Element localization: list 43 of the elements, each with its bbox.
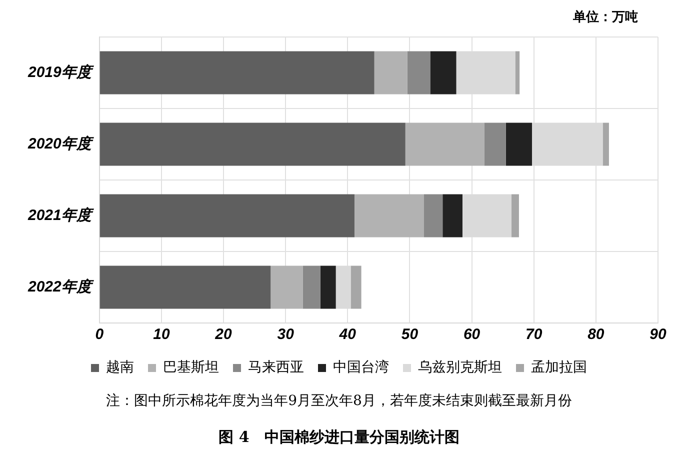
bar xyxy=(270,266,303,309)
x-tick-label: 10 xyxy=(153,326,170,344)
bar xyxy=(350,266,362,309)
bar xyxy=(602,122,609,166)
x-tick-label: 90 xyxy=(650,326,667,344)
text: 单位：万吨 xyxy=(573,9,638,26)
bar xyxy=(512,194,519,238)
legend-label: 越南 xyxy=(106,360,134,376)
y-tick-label: 2022年度 xyxy=(26,277,94,296)
legend-label: 中国台湾 xyxy=(333,360,389,376)
legend-label: 巴基斯坦 xyxy=(163,360,219,376)
x-tick-label: 70 xyxy=(526,326,543,344)
y-tick-label: 2021年度 xyxy=(26,206,94,224)
x-tick-label: 30 xyxy=(277,326,295,344)
bar xyxy=(515,51,520,94)
bar xyxy=(442,194,462,238)
text: 注：图中所示棉花年度为当年9月至次年8月，若年度未结束则截至最新月份 xyxy=(105,392,573,410)
bar xyxy=(405,122,484,166)
bar xyxy=(100,194,354,238)
x-tick-label: 20 xyxy=(214,326,233,344)
text: 图 4 中国棉纱进口量分国别统计图 xyxy=(218,428,460,447)
bar xyxy=(100,266,271,309)
bar xyxy=(100,51,374,94)
bar xyxy=(407,51,430,94)
bar xyxy=(100,122,406,166)
bar xyxy=(484,122,506,166)
bar xyxy=(424,194,443,238)
bar xyxy=(430,51,456,94)
x-tick-label: 80 xyxy=(588,326,605,344)
legend-label: 孟加拉国 xyxy=(531,360,587,376)
x-tick-label: 40 xyxy=(338,326,357,344)
x-tick-label: 60 xyxy=(463,326,481,344)
bar xyxy=(320,266,336,309)
bar xyxy=(506,122,532,166)
legend-label: 马来西亚 xyxy=(248,360,304,376)
legend-label: 乌兹别克斯坦 xyxy=(418,360,502,376)
x-tick-label: 50 xyxy=(401,326,419,344)
y-tick-label: 2020年度 xyxy=(26,134,94,152)
bar xyxy=(374,51,408,94)
bar xyxy=(354,194,424,238)
y-tick-label: 2019年度 xyxy=(26,62,94,81)
x-tick-label: 0 xyxy=(95,326,104,344)
bar xyxy=(302,266,320,309)
